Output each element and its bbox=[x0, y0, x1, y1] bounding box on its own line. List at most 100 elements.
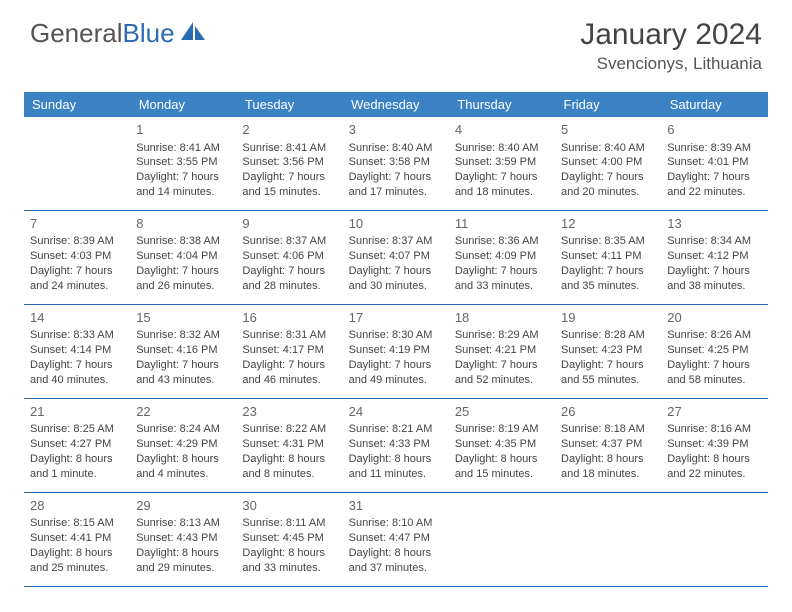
day-cell: 26Sunrise: 8:18 AMSunset: 4:37 PMDayligh… bbox=[555, 398, 661, 492]
day-number: 18 bbox=[455, 309, 549, 327]
daylight-text: Daylight: 7 hours and 35 minutes. bbox=[561, 264, 655, 294]
daylight-text: Daylight: 8 hours and 4 minutes. bbox=[136, 452, 230, 482]
daylight-text: Daylight: 7 hours and 43 minutes. bbox=[136, 358, 230, 388]
day-cell: 28Sunrise: 8:15 AMSunset: 4:41 PMDayligh… bbox=[24, 492, 130, 586]
day-cell: 18Sunrise: 8:29 AMSunset: 4:21 PMDayligh… bbox=[449, 304, 555, 398]
daylight-text: Daylight: 7 hours and 40 minutes. bbox=[30, 358, 124, 388]
daylight-text: Daylight: 8 hours and 11 minutes. bbox=[349, 452, 443, 482]
daylight-text: Daylight: 8 hours and 8 minutes. bbox=[242, 452, 336, 482]
day-number: 24 bbox=[349, 403, 443, 421]
sunset-text: Sunset: 4:23 PM bbox=[561, 343, 655, 358]
month-title: January 2024 bbox=[580, 18, 762, 52]
sunset-text: Sunset: 4:37 PM bbox=[561, 437, 655, 452]
day-number: 31 bbox=[349, 497, 443, 515]
day-number: 7 bbox=[30, 215, 124, 233]
sunrise-text: Sunrise: 8:21 AM bbox=[349, 422, 443, 437]
sunset-text: Sunset: 4:11 PM bbox=[561, 249, 655, 264]
sunset-text: Sunset: 4:07 PM bbox=[349, 249, 443, 264]
logo: GeneralBlue bbox=[30, 18, 209, 49]
daylight-text: Daylight: 7 hours and 58 minutes. bbox=[667, 358, 761, 388]
sunset-text: Sunset: 4:35 PM bbox=[455, 437, 549, 452]
sunset-text: Sunset: 4:27 PM bbox=[30, 437, 124, 452]
day-cell: 12Sunrise: 8:35 AMSunset: 4:11 PMDayligh… bbox=[555, 210, 661, 304]
daylight-text: Daylight: 8 hours and 25 minutes. bbox=[30, 546, 124, 576]
sunset-text: Sunset: 3:55 PM bbox=[136, 155, 230, 170]
day-cell: 11Sunrise: 8:36 AMSunset: 4:09 PMDayligh… bbox=[449, 210, 555, 304]
daylight-text: Daylight: 7 hours and 20 minutes. bbox=[561, 170, 655, 200]
sunrise-text: Sunrise: 8:39 AM bbox=[30, 234, 124, 249]
day-cell: 16Sunrise: 8:31 AMSunset: 4:17 PMDayligh… bbox=[236, 304, 342, 398]
daylight-text: Daylight: 8 hours and 33 minutes. bbox=[242, 546, 336, 576]
sunset-text: Sunset: 4:03 PM bbox=[30, 249, 124, 264]
day-number: 8 bbox=[136, 215, 230, 233]
day-cell: 14Sunrise: 8:33 AMSunset: 4:14 PMDayligh… bbox=[24, 304, 130, 398]
daylight-text: Daylight: 8 hours and 18 minutes. bbox=[561, 452, 655, 482]
header: GeneralBlue January 2024 Svencionys, Lit… bbox=[0, 0, 792, 84]
sunset-text: Sunset: 4:01 PM bbox=[667, 155, 761, 170]
sunrise-text: Sunrise: 8:22 AM bbox=[242, 422, 336, 437]
day-number: 3 bbox=[349, 121, 443, 139]
week-row: 7Sunrise: 8:39 AMSunset: 4:03 PMDaylight… bbox=[24, 210, 768, 304]
daylight-text: Daylight: 8 hours and 37 minutes. bbox=[349, 546, 443, 576]
daylight-text: Daylight: 7 hours and 49 minutes. bbox=[349, 358, 443, 388]
day-number: 14 bbox=[30, 309, 124, 327]
sunrise-text: Sunrise: 8:30 AM bbox=[349, 328, 443, 343]
daylight-text: Daylight: 8 hours and 22 minutes. bbox=[667, 452, 761, 482]
weekday-saturday: Saturday bbox=[661, 92, 767, 117]
day-number: 28 bbox=[30, 497, 124, 515]
weekday-monday: Monday bbox=[130, 92, 236, 117]
day-cell: 25Sunrise: 8:19 AMSunset: 4:35 PMDayligh… bbox=[449, 398, 555, 492]
logo-text-general: General bbox=[30, 18, 123, 49]
day-cell: 20Sunrise: 8:26 AMSunset: 4:25 PMDayligh… bbox=[661, 304, 767, 398]
sunset-text: Sunset: 4:45 PM bbox=[242, 531, 336, 546]
day-number: 23 bbox=[242, 403, 336, 421]
sunrise-text: Sunrise: 8:37 AM bbox=[349, 234, 443, 249]
day-number: 5 bbox=[561, 121, 655, 139]
week-row: 28Sunrise: 8:15 AMSunset: 4:41 PMDayligh… bbox=[24, 492, 768, 586]
day-number: 22 bbox=[136, 403, 230, 421]
sunset-text: Sunset: 4:29 PM bbox=[136, 437, 230, 452]
day-number: 20 bbox=[667, 309, 761, 327]
sunrise-text: Sunrise: 8:10 AM bbox=[349, 516, 443, 531]
day-number: 15 bbox=[136, 309, 230, 327]
day-cell: 4Sunrise: 8:40 AMSunset: 3:59 PMDaylight… bbox=[449, 117, 555, 210]
day-cell: 30Sunrise: 8:11 AMSunset: 4:45 PMDayligh… bbox=[236, 492, 342, 586]
weekday-wednesday: Wednesday bbox=[343, 92, 449, 117]
sunset-text: Sunset: 4:17 PM bbox=[242, 343, 336, 358]
sunset-text: Sunset: 4:19 PM bbox=[349, 343, 443, 358]
day-cell: 21Sunrise: 8:25 AMSunset: 4:27 PMDayligh… bbox=[24, 398, 130, 492]
sunrise-text: Sunrise: 8:19 AM bbox=[455, 422, 549, 437]
sunrise-text: Sunrise: 8:38 AM bbox=[136, 234, 230, 249]
sunset-text: Sunset: 3:56 PM bbox=[242, 155, 336, 170]
day-number: 16 bbox=[242, 309, 336, 327]
day-cell: 19Sunrise: 8:28 AMSunset: 4:23 PMDayligh… bbox=[555, 304, 661, 398]
logo-text-blue: Blue bbox=[123, 18, 175, 49]
sunset-text: Sunset: 4:47 PM bbox=[349, 531, 443, 546]
sail-icon bbox=[179, 18, 209, 49]
daylight-text: Daylight: 7 hours and 24 minutes. bbox=[30, 264, 124, 294]
day-number: 17 bbox=[349, 309, 443, 327]
weekday-header-row: SundayMondayTuesdayWednesdayThursdayFrid… bbox=[24, 92, 768, 117]
sunrise-text: Sunrise: 8:32 AM bbox=[136, 328, 230, 343]
day-number: 29 bbox=[136, 497, 230, 515]
day-cell: 15Sunrise: 8:32 AMSunset: 4:16 PMDayligh… bbox=[130, 304, 236, 398]
day-number: 25 bbox=[455, 403, 549, 421]
day-number: 12 bbox=[561, 215, 655, 233]
daylight-text: Daylight: 7 hours and 30 minutes. bbox=[349, 264, 443, 294]
daylight-text: Daylight: 7 hours and 18 minutes. bbox=[455, 170, 549, 200]
empty-cell bbox=[661, 492, 767, 586]
day-number: 1 bbox=[136, 121, 230, 139]
empty-cell bbox=[555, 492, 661, 586]
sunset-text: Sunset: 4:43 PM bbox=[136, 531, 230, 546]
sunset-text: Sunset: 4:16 PM bbox=[136, 343, 230, 358]
sunset-text: Sunset: 4:39 PM bbox=[667, 437, 761, 452]
day-number: 26 bbox=[561, 403, 655, 421]
day-cell: 17Sunrise: 8:30 AMSunset: 4:19 PMDayligh… bbox=[343, 304, 449, 398]
day-cell: 23Sunrise: 8:22 AMSunset: 4:31 PMDayligh… bbox=[236, 398, 342, 492]
daylight-text: Daylight: 7 hours and 28 minutes. bbox=[242, 264, 336, 294]
sunrise-text: Sunrise: 8:40 AM bbox=[349, 141, 443, 156]
sunset-text: Sunset: 4:33 PM bbox=[349, 437, 443, 452]
sunset-text: Sunset: 4:25 PM bbox=[667, 343, 761, 358]
sunrise-text: Sunrise: 8:15 AM bbox=[30, 516, 124, 531]
sunrise-text: Sunrise: 8:24 AM bbox=[136, 422, 230, 437]
